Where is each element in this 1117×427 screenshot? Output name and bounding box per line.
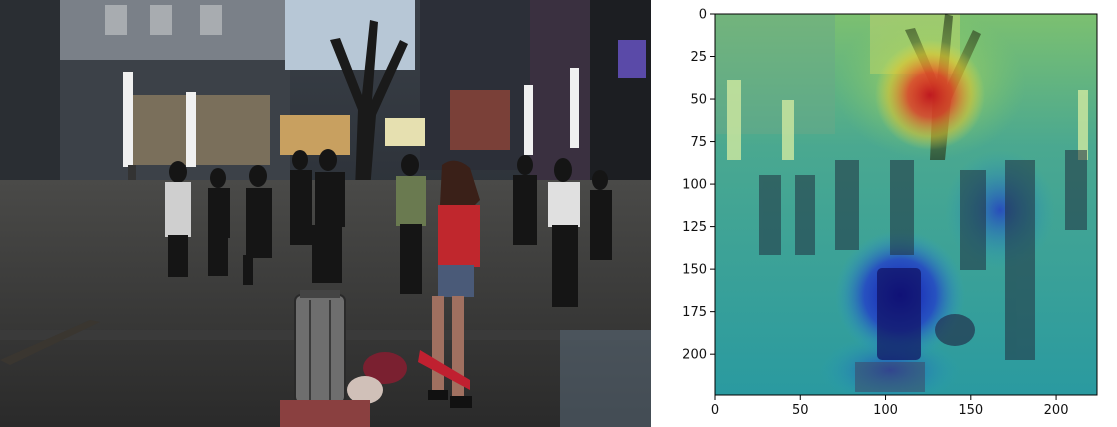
y-tick-label: 75	[690, 135, 707, 150]
street-photo	[0, 0, 651, 427]
y-tick-label: 50	[690, 93, 707, 108]
x-tick-label: 150	[958, 403, 983, 418]
y-tick-label: 150	[682, 263, 707, 278]
y-tick-label: 25	[690, 50, 707, 65]
x-axis: 0 50 100 150 200	[711, 395, 1069, 418]
x-tick-label: 100	[873, 403, 898, 418]
y-tick-label: 125	[682, 220, 707, 235]
y-tick-label: 0	[699, 8, 707, 23]
heatmap-panel: 0 50 100 150 200 0 25 50 75 100 125 150 175 200	[655, 0, 1117, 427]
y-axis: 0 25 50 75 100 125 150 175 200	[682, 8, 715, 363]
y-tick-label: 100	[682, 178, 707, 193]
x-tick-label: 200	[1044, 403, 1069, 418]
y-tick-label: 200	[682, 348, 707, 363]
y-tick-label: 175	[682, 305, 707, 320]
heatmap-figure: 0 50 100 150 200 0 25 50 75 100 125 150 175 200	[682, 8, 1098, 418]
x-tick-label: 0	[711, 403, 719, 418]
x-tick-label: 50	[792, 403, 809, 418]
